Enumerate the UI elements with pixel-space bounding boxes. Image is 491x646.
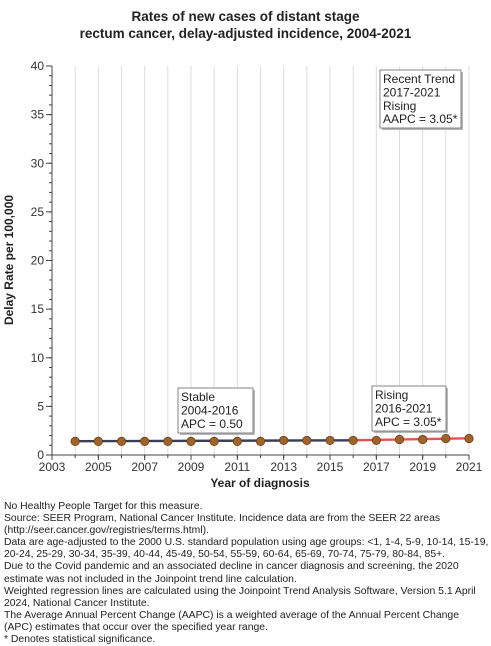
data-point-2004 — [70, 436, 80, 446]
footnote-age-adjust: Data are age-adjusted to the 2000 U.S. s… — [4, 537, 489, 561]
annotation-stable-box — [177, 387, 254, 434]
axes: 2003 2005 2007 2009 2011 2013 2015 2017 2019 2021… — [31, 59, 483, 474]
chart-area: 2003 2005 2007 2009 2011 2013 2015 2017 2019 2021… — [2, 59, 483, 490]
x-tick-label-2011: 2011 — [224, 460, 250, 474]
annotation-stable-line-1: Stable — [181, 390, 215, 404]
data-point-2012 — [255, 436, 266, 446]
annotation-rising-line-2: 2016-2021 — [375, 401, 433, 415]
x-tick-label-2021: 2021 — [456, 460, 483, 474]
x-tick-label-2003: 2003 — [39, 460, 66, 474]
x-tick-label-2015: 2015 — [317, 460, 344, 474]
annotation-stable-line-2: 2004-2016 — [181, 403, 239, 417]
data-point-2008 — [163, 436, 173, 446]
data-point-2005 — [93, 436, 103, 446]
annotation-rising-line-3: APC = 3.05* — [375, 415, 442, 429]
x-axis-title: Year of diagnosis — [210, 476, 310, 490]
x-tick-label-2007: 2007 — [131, 460, 158, 474]
data-point-2021 — [464, 433, 474, 444]
data-point-2015 — [325, 435, 335, 446]
annotation-rising-box — [371, 385, 447, 432]
y-tick-label-5: 5 — [37, 399, 44, 413]
x-tick-label-2009: 2009 — [178, 460, 205, 474]
x-tick-label-2019: 2019 — [409, 460, 436, 474]
y-tick-label-20: 20 — [31, 254, 45, 268]
data-point-2016 — [348, 435, 358, 446]
data-point-2007 — [140, 436, 150, 446]
data-point-2011 — [232, 436, 242, 446]
chart-title-line-2: rectum cancer, delay-adjusted incidence,… — [79, 26, 412, 41]
data-point-2010 — [209, 436, 219, 446]
data-point-2020 — [441, 433, 451, 444]
data-point-2006 — [116, 436, 127, 446]
data-point-2013 — [279, 435, 289, 446]
data-point-2017 — [371, 435, 381, 446]
grid-lines — [51, 66, 470, 455]
footnote-significance: * Denotes statistical significance. — [4, 634, 156, 646]
data-point-2019 — [418, 434, 428, 445]
footnote-regression: Weighted regression lines are calculated… — [4, 585, 476, 609]
y-tick-label-25: 25 — [31, 205, 45, 219]
annotation-recent-trend-box — [379, 69, 462, 129]
footnote-covid: Due to the Covid pandemic and an associa… — [4, 561, 459, 585]
data-point-2009 — [186, 436, 196, 446]
x-tick-label-2005: 2005 — [85, 460, 112, 474]
y-tick-label-40: 40 — [31, 59, 45, 73]
x-tick-label-2017: 2017 — [363, 460, 390, 474]
footnote-aapc: The Average Annual Percent Change (AAPC)… — [4, 609, 459, 633]
footnotes: No Healthy People Target for this measur… — [4, 501, 490, 646]
footnote-target: No Healthy People Target for this measur… — [4, 501, 203, 512]
annotation-rising-line-1: Rising — [375, 388, 408, 402]
annotation-recent-trend-line-3: Rising — [383, 99, 416, 113]
annotation-recent-trend-line-4: AAPC = 3.05* — [383, 112, 458, 126]
annotation-stable-line-3: APC = 0.50 — [181, 417, 243, 431]
data-point-2014 — [302, 435, 312, 446]
data-point-2018 — [394, 434, 405, 445]
chart-title: Rates of new cases of distant stage rect… — [0, 8, 491, 42]
x-tick-label-2013: 2013 — [270, 460, 297, 474]
y-tick-label-0: 0 — [37, 448, 44, 462]
data-points — [70, 433, 474, 446]
y-tick-label-35: 35 — [31, 108, 45, 122]
y-tick-label-10: 10 — [31, 351, 45, 365]
annotation-recent-trend-line-1: Recent Trend — [383, 72, 455, 86]
y-tick-label-30: 30 — [31, 156, 45, 170]
y-axis-title: Delay Rate per 100,000 — [2, 195, 16, 325]
annotation-recent-trend-line-2: 2017-2021 — [383, 85, 441, 99]
y-tick-label-15: 15 — [31, 302, 45, 316]
chart-title-line-1: Rates of new cases of distant stage — [131, 9, 360, 24]
footnote-source: Source: SEER Program, National Cancer In… — [4, 513, 441, 537]
